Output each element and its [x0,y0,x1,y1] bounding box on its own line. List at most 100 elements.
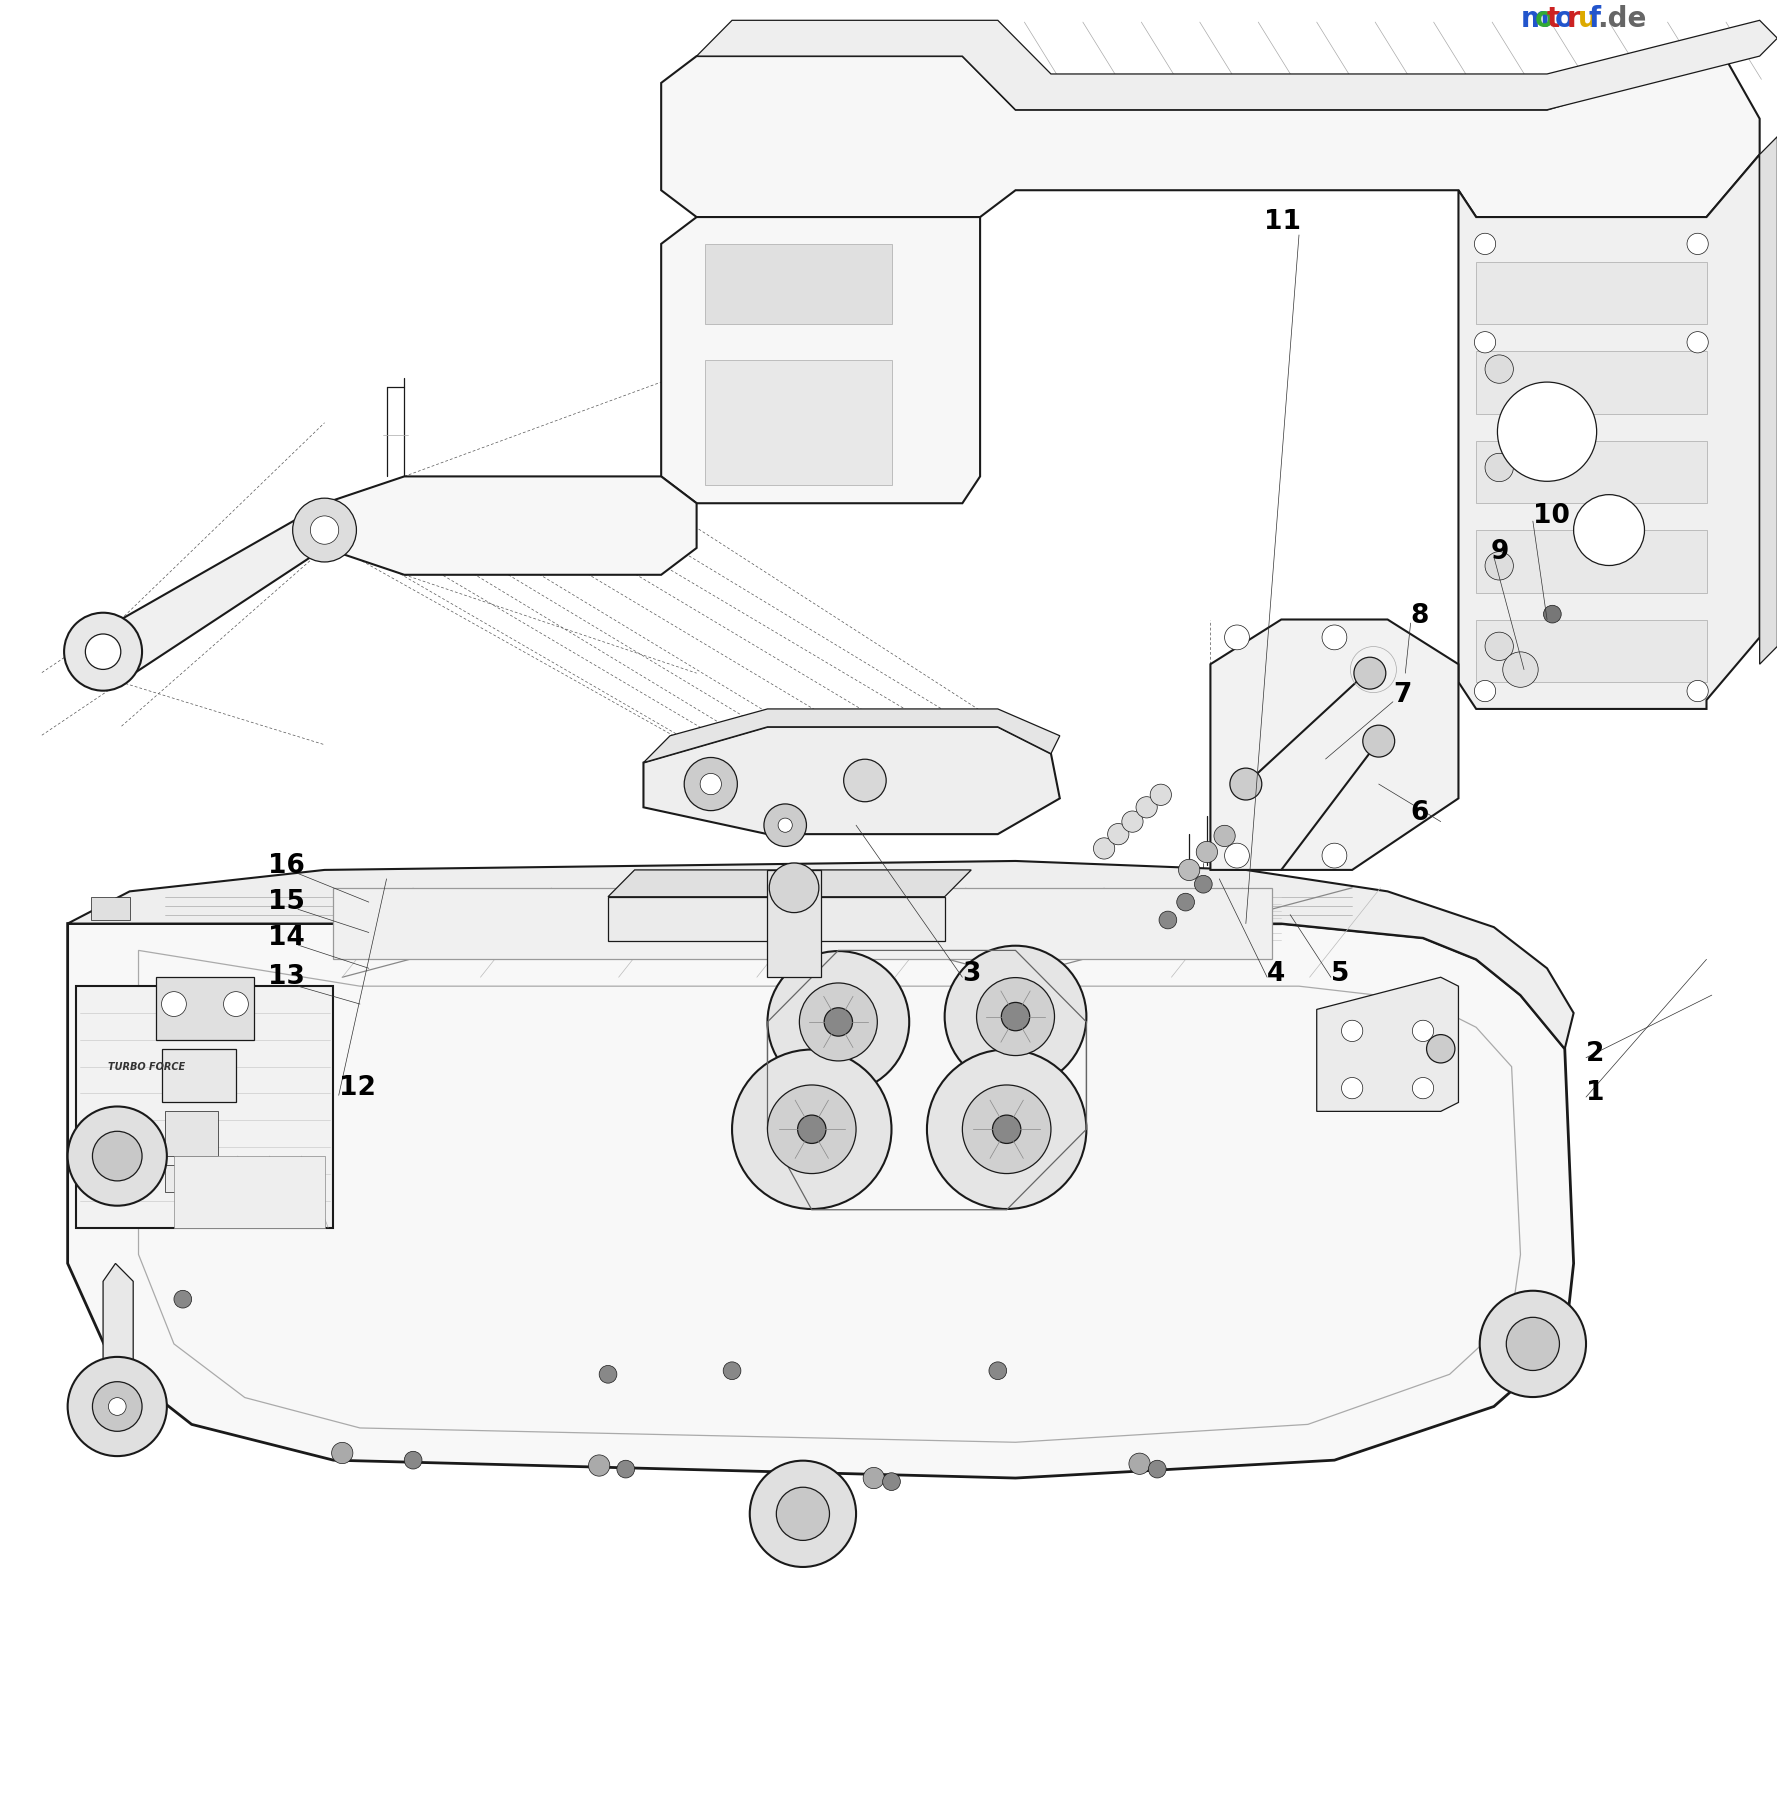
Polygon shape [162,1049,235,1102]
Polygon shape [103,1264,134,1397]
Circle shape [1502,652,1538,688]
Circle shape [68,1357,168,1456]
Circle shape [1121,812,1142,832]
Polygon shape [333,887,1272,959]
Circle shape [1001,1003,1030,1031]
Polygon shape [91,896,130,920]
Circle shape [1340,1078,1361,1098]
Circle shape [1474,331,1495,353]
Text: 16: 16 [267,853,305,880]
Circle shape [1484,355,1513,383]
Circle shape [962,1085,1050,1174]
Circle shape [68,1107,168,1206]
Circle shape [1194,875,1212,893]
Circle shape [1479,1291,1586,1397]
Circle shape [1092,837,1114,859]
Polygon shape [68,923,1574,1478]
Bar [766,869,820,977]
Circle shape [775,1487,829,1541]
Circle shape [843,760,886,801]
Circle shape [798,983,877,1060]
Text: 10: 10 [1533,502,1568,529]
Text: f: f [1588,5,1600,32]
Circle shape [927,1049,1085,1210]
Circle shape [732,1049,891,1210]
Circle shape [1214,824,1235,846]
Polygon shape [68,860,1574,1049]
Text: 3: 3 [962,961,980,986]
Circle shape [64,612,143,691]
Text: o: o [1534,5,1554,32]
Polygon shape [706,243,891,324]
Circle shape [292,499,356,562]
Circle shape [93,1130,143,1181]
Circle shape [1107,824,1128,844]
Circle shape [86,634,121,670]
Polygon shape [643,709,1059,763]
Circle shape [405,1451,422,1469]
Polygon shape [121,504,324,682]
Circle shape [1484,454,1513,482]
Circle shape [1686,680,1707,702]
Text: 4: 4 [1267,961,1285,986]
Circle shape [1320,842,1345,868]
Circle shape [1135,797,1157,817]
Circle shape [944,945,1085,1087]
Circle shape [1686,331,1707,353]
Text: t: t [1545,5,1559,32]
Circle shape [1411,1021,1433,1042]
Text: 12: 12 [339,1075,376,1102]
Text: .de: .de [1597,5,1647,32]
Text: 15: 15 [267,889,305,914]
Circle shape [1320,625,1345,650]
Text: 1: 1 [1586,1080,1604,1107]
Text: 9: 9 [1490,538,1508,565]
Circle shape [1340,1021,1361,1042]
Polygon shape [77,986,333,1228]
Polygon shape [661,56,1759,218]
Circle shape [766,1085,855,1174]
Circle shape [162,992,187,1017]
Text: 14: 14 [267,925,305,950]
Polygon shape [157,977,253,1040]
Circle shape [1178,859,1199,880]
Circle shape [1497,382,1595,481]
Circle shape [1224,842,1249,868]
Circle shape [684,758,738,810]
Circle shape [310,517,339,544]
Text: 8: 8 [1410,603,1427,628]
Circle shape [989,1363,1007,1379]
Bar [1475,619,1705,682]
Bar [1475,261,1705,324]
Circle shape [175,1291,191,1309]
Circle shape [1230,769,1262,799]
Polygon shape [643,727,1059,833]
Circle shape [1474,680,1495,702]
Circle shape [1426,1035,1454,1064]
Circle shape [1148,1460,1165,1478]
Text: 7: 7 [1392,682,1411,707]
Polygon shape [1759,137,1777,664]
Circle shape [777,819,791,832]
Circle shape [723,1363,741,1379]
Circle shape [1353,657,1385,689]
Circle shape [1543,605,1561,623]
Text: 2: 2 [1586,1040,1604,1067]
Circle shape [223,992,248,1017]
Circle shape [882,1472,900,1490]
Polygon shape [175,1156,324,1228]
Circle shape [1196,841,1217,862]
Text: 13: 13 [267,965,305,990]
Circle shape [1686,234,1707,254]
Polygon shape [166,1111,217,1156]
Circle shape [588,1454,609,1476]
Text: 6: 6 [1410,799,1427,826]
Circle shape [599,1366,617,1382]
Polygon shape [1315,977,1458,1111]
Text: o: o [1554,5,1574,32]
Circle shape [823,1008,852,1037]
Circle shape [1474,234,1495,254]
Polygon shape [1210,619,1458,869]
Polygon shape [697,20,1777,110]
Circle shape [1574,495,1643,565]
